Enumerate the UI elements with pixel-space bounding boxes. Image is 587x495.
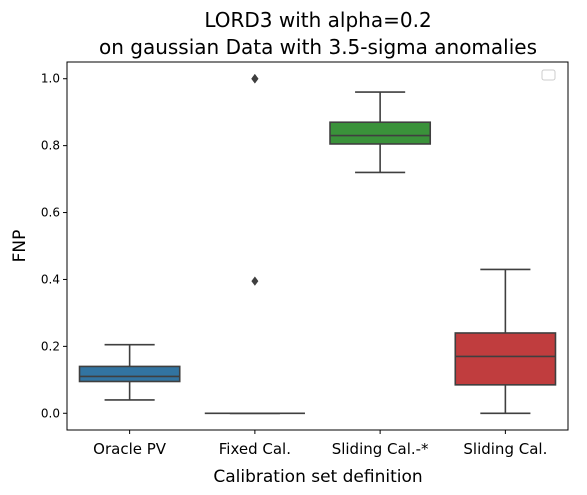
box-iqr bbox=[329, 121, 432, 145]
plot-frame bbox=[66, 61, 569, 431]
y-tick-label: 0.4 bbox=[41, 272, 60, 286]
y-tick-label: 0.6 bbox=[41, 206, 60, 220]
legend-box bbox=[541, 69, 556, 81]
y-tick-label: 0.8 bbox=[41, 139, 60, 153]
x-axis-ticks: Oracle PV Fixed Cal. Sliding Cal.-* Sliding… bbox=[93, 430, 547, 458]
y-axis-ticks: 0.0 0.2 0.4 0.6 0.8 1.0 bbox=[41, 72, 67, 420]
box-sliding-cal bbox=[454, 268, 557, 415]
y-axis-label: FNP bbox=[10, 230, 30, 263]
plot-area-content bbox=[78, 74, 557, 415]
x-tick-label: Oracle PV bbox=[93, 440, 167, 458]
y-tick-label: 0.2 bbox=[41, 339, 60, 353]
x-axis-label: Calibration set definition bbox=[213, 467, 422, 487]
box-iqr bbox=[78, 365, 181, 383]
box-fixed-cal bbox=[204, 74, 305, 415]
chart-title-line-2: on gaussian Data with 3.5-sigma anomalie… bbox=[99, 35, 537, 59]
x-tick-label: Sliding Cal.-* bbox=[332, 440, 429, 458]
y-tick-label: 0.0 bbox=[41, 406, 60, 420]
box-oracle-pv bbox=[78, 343, 181, 401]
box-sliding-cal bbox=[329, 91, 432, 174]
chart-title-line-1: LORD3 with alpha=0.2 bbox=[204, 8, 431, 32]
x-tick-label: Fixed Cal. bbox=[219, 440, 291, 458]
outlier-point bbox=[251, 74, 259, 84]
outlier-point bbox=[251, 276, 259, 286]
x-tick-label: Sliding Cal. bbox=[463, 440, 547, 458]
y-tick-label: 1.0 bbox=[41, 72, 60, 86]
box-iqr bbox=[454, 332, 557, 386]
